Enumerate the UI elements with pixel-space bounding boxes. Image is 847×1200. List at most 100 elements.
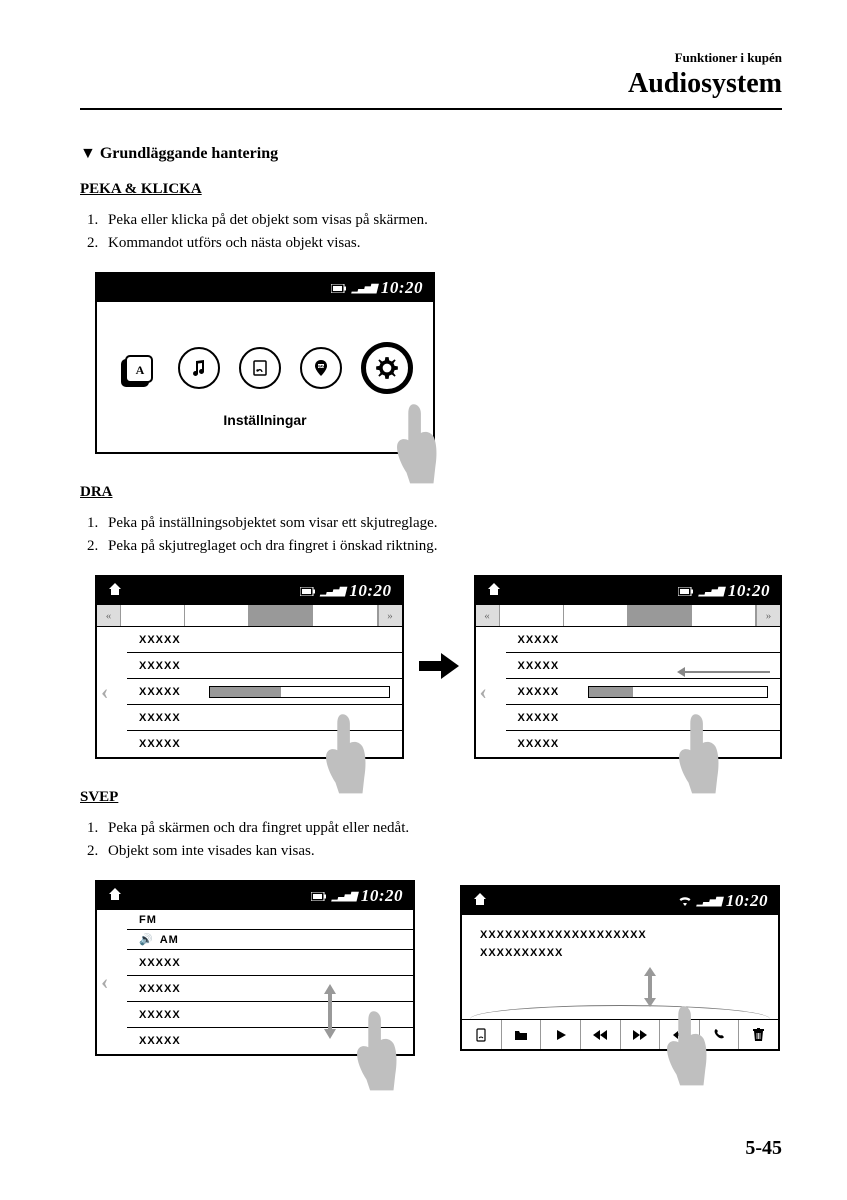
list-item[interactable]: XXXXX: [127, 1028, 413, 1054]
phone-icon[interactable]: [462, 1020, 502, 1049]
tab-active[interactable]: [249, 605, 313, 626]
touchscreen-mock: ▁▃▅▇ 10:20 « » ‹ XXXXX XXXXX XXXXX XXXXX…: [474, 575, 783, 759]
tab-active[interactable]: [628, 605, 692, 626]
section2-step: Peka på inställningsobjektet som visar e…: [102, 513, 782, 534]
play-icon[interactable]: [541, 1020, 581, 1049]
arrow-right-icon: [419, 644, 459, 691]
battery-icon: [331, 278, 347, 298]
chevron-left-icon[interactable]: ‹: [101, 679, 108, 705]
tab[interactable]: [692, 605, 756, 626]
list-item[interactable]: XXXXX: [127, 950, 413, 976]
prev-track-icon[interactable]: [581, 1020, 621, 1049]
subsection-title: Grundläggande hantering: [80, 145, 782, 163]
list-item-slider[interactable]: XXXXX: [506, 679, 781, 705]
section1-step: Kommandot utförs och nästa objekt visas.: [102, 233, 782, 254]
page-header: Funktioner i kupén Audiosystem: [80, 50, 782, 100]
section2-figure: ▁▃▅▇ 10:20 « » ‹ XXXXX XXXXX XXXXX XXXXX…: [95, 575, 782, 759]
list-item[interactable]: XXXXX: [127, 731, 402, 757]
touchscreen-mock: ▁▃▅▇ 10:20 ‹ FM 🔊 AM XXXXX XXXXX XXXXX X…: [95, 880, 415, 1056]
trash-icon[interactable]: [739, 1020, 778, 1049]
list-item[interactable]: XXXXX: [127, 627, 402, 653]
phone-screen-icon[interactable]: [239, 347, 281, 389]
music-icon[interactable]: [178, 347, 220, 389]
list-item[interactable]: XXXXX: [506, 627, 781, 653]
home-icon[interactable]: [107, 581, 123, 601]
header-title: Audiosystem: [80, 68, 782, 100]
section1-step: Peka eller klicka på det objekt som visa…: [102, 210, 782, 231]
list-item[interactable]: XXXXX: [127, 705, 402, 731]
list-item[interactable]: XXXXX: [506, 731, 781, 757]
media-bar: [462, 1019, 778, 1049]
settings-list: ‹ XXXXX XXXXX XXXXX XXXXX XXXXX: [476, 627, 781, 757]
clock-text: 10:20: [361, 886, 403, 906]
updown-arrow-icon: [322, 984, 338, 1039]
home-icon[interactable]: [472, 891, 488, 911]
battery-icon: [300, 581, 316, 601]
section3-title: SVEP: [80, 789, 782, 806]
tab[interactable]: [185, 605, 249, 626]
call-icon[interactable]: [700, 1020, 740, 1049]
section3-step: Peka på skärmen och dra fingret uppåt el…: [102, 818, 782, 839]
chevron-left-icon[interactable]: ‹: [101, 969, 108, 995]
touchscreen-mock: ▁▃▅▇ 10:20 A NAV: [95, 272, 435, 454]
titlebar: ▁▃▅▇ 10:20: [462, 887, 778, 915]
touchscreen-mock: ▁▃▅▇ 10:20 « » ‹ XXXXX XXXXX XXXXX XXXXX…: [95, 575, 404, 759]
section3-steps: Peka på skärmen och dra fingret uppåt el…: [102, 818, 782, 862]
home-icon[interactable]: [107, 886, 123, 906]
svg-text:NAV: NAV: [318, 365, 326, 369]
nav-icon[interactable]: NAV: [300, 347, 342, 389]
section2-title: DRA: [80, 484, 782, 501]
section1-steps: Peka eller klicka på det objekt som visa…: [102, 210, 782, 254]
tab-prev[interactable]: «: [97, 605, 121, 626]
text-line: XXXXXXXXXXXXXXXXXXXX: [480, 927, 760, 945]
tab-bar: « »: [476, 605, 781, 627]
tab[interactable]: [121, 605, 185, 626]
finger-icon: [388, 397, 443, 487]
next-track-icon[interactable]: [621, 1020, 661, 1049]
home-icon[interactable]: [486, 581, 502, 601]
signal-icon: ▁▃▅▇: [699, 586, 723, 597]
speaker-icon: 🔊: [139, 933, 154, 946]
text-line: XXXXXXXXXX: [480, 945, 760, 963]
section1-title: PEKA & KLICKA: [80, 181, 782, 198]
battery-icon: [678, 581, 694, 601]
text-area: XXXXXXXXXXXXXXXXXXXX XXXXXXXXXX: [462, 915, 778, 1005]
list-item[interactable]: XXXXX: [127, 1002, 413, 1028]
list-item[interactable]: XXXXX: [506, 653, 781, 679]
tab[interactable]: [564, 605, 628, 626]
section3-step: Objekt som inte visades kan visas.: [102, 841, 782, 862]
signal-icon: ▁▃▅▇: [321, 586, 345, 597]
tab-next[interactable]: »: [378, 605, 402, 626]
signal-icon: ▁▃▅▇: [352, 283, 376, 294]
list-item[interactable]: XXXXX: [127, 976, 413, 1002]
slider[interactable]: [209, 686, 390, 698]
folder-icon[interactable]: [502, 1020, 542, 1049]
tab-next[interactable]: »: [756, 605, 780, 626]
list-item[interactable]: XXXXX: [506, 705, 781, 731]
list-item[interactable]: 🔊 AM: [127, 930, 413, 950]
titlebar: ▁▃▅▇ 10:20: [476, 577, 781, 605]
section1-figure: ▁▃▅▇ 10:20 A NAV: [95, 272, 782, 454]
list-item[interactable]: FM: [127, 910, 413, 930]
tab-bar: « »: [97, 605, 402, 627]
settings-icon[interactable]: [361, 342, 413, 394]
tab[interactable]: [313, 605, 377, 626]
list-item-slider[interactable]: XXXXX: [127, 679, 402, 705]
tab[interactable]: [500, 605, 564, 626]
screen-body: A NAV Inställningar: [97, 302, 433, 452]
slider[interactable]: [588, 686, 769, 698]
screen-label: Inställningar: [107, 412, 423, 428]
section2-steps: Peka på inställningsobjektet som visar e…: [102, 513, 782, 557]
page-number: 5-45: [745, 1137, 782, 1160]
chevron-left-icon[interactable]: ‹: [480, 679, 487, 705]
signal-icon: ▁▃▅▇: [332, 891, 356, 902]
settings-list: ‹ XXXXX XXXXX XXXXX XXXXX XXXXX: [97, 627, 402, 757]
titlebar: ▁▃▅▇ 10:20: [97, 274, 433, 302]
updown-arrow-icon: [642, 967, 658, 1007]
titlebar: ▁▃▅▇ 10:20: [97, 882, 413, 910]
list-item[interactable]: XXXXX: [127, 653, 402, 679]
back-icon[interactable]: [660, 1020, 700, 1049]
apps-icon[interactable]: A: [117, 347, 159, 389]
tab-prev[interactable]: «: [476, 605, 500, 626]
battery-icon: [311, 886, 327, 906]
